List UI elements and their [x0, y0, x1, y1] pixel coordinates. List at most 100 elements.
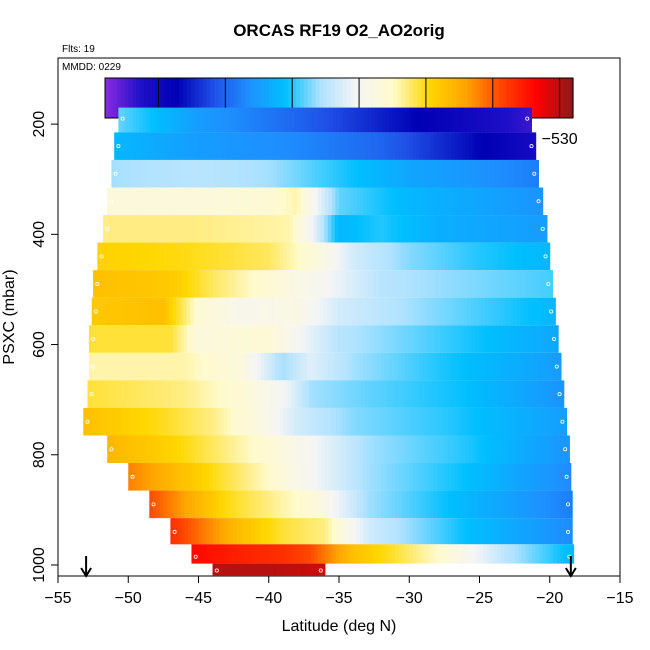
- heatmap-cell: [209, 518, 214, 545]
- heatmap-cell: [145, 435, 150, 464]
- heatmap-cell: [176, 352, 181, 381]
- heatmap-cell: [309, 297, 314, 326]
- heatmap-cell: [487, 159, 492, 188]
- heatmap-cell: [159, 215, 164, 243]
- heatmap-cell: [497, 463, 502, 491]
- heatmap-cell: [409, 187, 414, 216]
- heatmap-cell: [360, 270, 365, 298]
- heatmap-cell: [201, 352, 206, 381]
- heatmap-cell: [546, 518, 551, 545]
- heatmap-cell: [429, 352, 434, 381]
- heatmap-cell: [502, 297, 507, 326]
- heatmap-cell: [478, 325, 483, 353]
- heatmap-cell: [202, 107, 207, 133]
- heatmap-cell: [379, 380, 384, 408]
- heatmap-cell: [343, 380, 348, 408]
- heatmap-cell: [232, 352, 237, 381]
- heatmap-cell: [412, 352, 417, 381]
- colorbar-swatch: [467, 78, 473, 118]
- heatmap-cell: [135, 132, 140, 160]
- heatmap-cell: [170, 518, 175, 545]
- heatmap-cell: [380, 325, 385, 353]
- heatmap-cell: [322, 107, 327, 133]
- heatmap-cell: [455, 407, 460, 436]
- heatmap-cell: [300, 463, 305, 491]
- heatmap-cell: [514, 490, 519, 519]
- heatmap-cell: [293, 270, 298, 298]
- heatmap-cell: [247, 518, 252, 545]
- heatmap-cell: [202, 159, 207, 188]
- heatmap-cell: [342, 132, 347, 160]
- heatmap-cell: [297, 107, 302, 133]
- colorbar-swatch: [307, 78, 313, 118]
- heatmap-cell: [124, 352, 129, 381]
- heatmap-cell: [525, 242, 530, 271]
- heatmap-cell: [406, 107, 411, 133]
- heatmap-cell: [497, 490, 502, 519]
- heatmap-cell: [163, 463, 168, 491]
- heatmap-cell: [233, 518, 238, 545]
- heatmap-cell: [457, 297, 462, 326]
- heatmap-cell: [511, 463, 516, 491]
- heatmap-cell: [289, 325, 294, 353]
- heatmap-cell: [570, 518, 573, 545]
- heatmap-cell: [412, 490, 417, 519]
- sample-marker: [566, 529, 571, 534]
- heatmap-cell: [535, 325, 540, 353]
- heatmap-cell: [265, 187, 270, 216]
- heatmap-cell: [216, 490, 221, 519]
- heatmap-cell: [197, 297, 202, 326]
- heatmap-cell: [219, 518, 224, 545]
- heatmap-cell: [430, 270, 435, 298]
- heatmap-cell: [121, 270, 126, 298]
- heatmap-cell: [107, 270, 112, 298]
- heatmap-cell: [532, 435, 537, 464]
- heatmap-cell: [145, 463, 150, 491]
- heatmap-cell: [488, 297, 493, 326]
- heatmap-cell: [482, 215, 487, 243]
- heatmap-cell: [437, 435, 442, 464]
- heatmap-cell: [251, 463, 256, 491]
- heatmap-cell: [261, 544, 266, 564]
- heatmap-cell: [232, 215, 237, 243]
- heatmap-cell: [390, 352, 395, 381]
- heatmap-cell: [377, 132, 382, 160]
- heatmap-cell: [381, 159, 386, 188]
- heatmap-cell: [412, 270, 417, 298]
- heatmap-cell: [461, 187, 466, 216]
- heatmap-cell: [355, 352, 360, 381]
- heatmap-cell: [328, 518, 333, 545]
- heatmap-cell: [504, 407, 509, 436]
- heatmap-cell: [215, 325, 220, 353]
- heatmap-cell: [339, 242, 344, 271]
- heatmap-cell: [342, 490, 347, 519]
- heatmap-cell: [263, 297, 268, 326]
- colorbar-swatch: [553, 78, 558, 118]
- heatmap-cell: [480, 107, 485, 133]
- heatmap-cell: [341, 297, 346, 326]
- heatmap-cell: [183, 325, 188, 353]
- colorbar-swatch: [522, 78, 527, 118]
- heatmap-cell: [316, 297, 321, 326]
- heatmap-cell: [373, 352, 378, 381]
- heatmap-cell: [360, 435, 365, 464]
- heatmap-cell: [458, 270, 463, 298]
- heatmap-cell: [493, 132, 498, 160]
- sample-marker: [554, 364, 559, 369]
- heatmap-cell: [191, 435, 196, 464]
- heatmap-cell: [173, 352, 178, 381]
- heatmap-cell: [494, 407, 499, 436]
- heatmap-cell: [121, 132, 126, 160]
- heatmap-cell: [440, 215, 445, 243]
- heatmap-cell: [389, 380, 394, 408]
- heatmap-cell: [438, 107, 443, 133]
- colorbar-swatch: [534, 78, 539, 118]
- heatmap-cell: [171, 407, 176, 436]
- heatmap-cell: [244, 107, 249, 133]
- heatmap-cell: [173, 463, 178, 491]
- heatmap-cell: [135, 187, 140, 216]
- heatmap-cell: [194, 518, 199, 545]
- heatmap-cell: [457, 352, 462, 381]
- heatmap-cell: [296, 187, 301, 216]
- heatmap-cell: [395, 407, 400, 436]
